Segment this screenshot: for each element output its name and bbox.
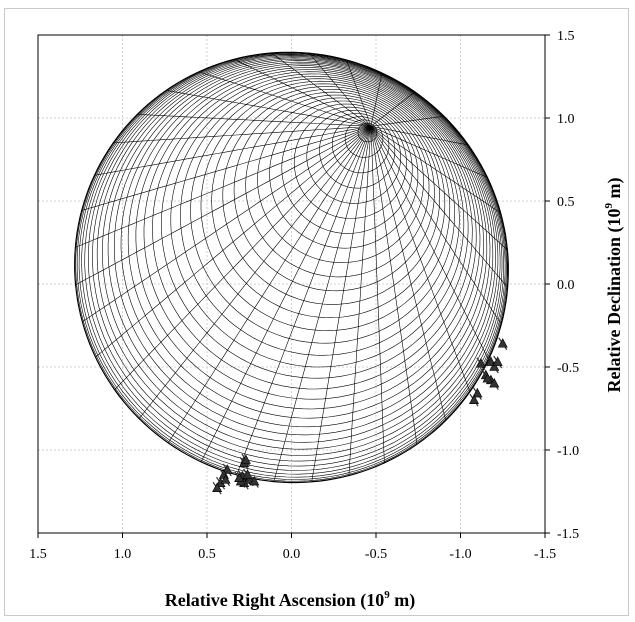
- x-tick-label: 1.5: [29, 547, 47, 562]
- data-point: [472, 387, 483, 398]
- surface-parallel: [281, 103, 413, 234]
- surface-parallel: [180, 78, 460, 356]
- surface-parallel: [200, 83, 451, 332]
- y-axis-title: Relative Declination (109 m): [603, 178, 625, 393]
- surface-parallel: [92, 56, 501, 462]
- x-tick-label: -1.0: [449, 547, 471, 562]
- y-tick-label: -1.0: [557, 444, 579, 459]
- x-tick-label: 0.0: [283, 547, 301, 562]
- data-point: [240, 454, 251, 464]
- y-tick-label: 1.5: [557, 29, 575, 44]
- surface-parallel: [319, 113, 396, 189]
- x-tick-label: -0.5: [365, 547, 387, 562]
- x-tick-label: 1.0: [114, 547, 132, 562]
- data-point: [489, 377, 500, 388]
- surface-parallel: [84, 54, 504, 471]
- y-tick-label: -0.5: [557, 361, 579, 376]
- data-point: [220, 474, 231, 484]
- y-tick-label: 0.0: [557, 278, 575, 293]
- data-point: [212, 482, 223, 492]
- data-point: [469, 394, 480, 405]
- surface-parallel: [102, 58, 496, 450]
- surface-parallel: [170, 75, 465, 368]
- y-tick-label: 0.5: [557, 195, 575, 210]
- surface-parallel: [120, 63, 488, 428]
- ellipsoid-surface: [74, 51, 509, 484]
- surface-parallel: [269, 100, 419, 249]
- surface-parallel: [143, 69, 477, 400]
- x-tick-label: 0.5: [198, 547, 216, 562]
- surface-parallel: [107, 60, 494, 443]
- surface-parallel: [233, 91, 435, 292]
- data-point: [482, 372, 493, 383]
- surface-parallel: [293, 106, 407, 219]
- y-ticks: 1.5 1.0 0.5 0.0 -0.5 -1.0 -1.5: [545, 29, 579, 542]
- surface-parallel: [76, 52, 508, 480]
- data-point: [249, 475, 260, 486]
- surface-parallel: [257, 97, 424, 263]
- data-point: [475, 358, 486, 368]
- surface-parallel: [344, 119, 384, 158]
- surface-parallel: [127, 65, 484, 419]
- surface-parallel: [152, 71, 473, 390]
- surface-parallel: [87, 55, 503, 467]
- surface-parallel: [161, 73, 469, 379]
- surface-parallel: [211, 86, 446, 319]
- surface-parallel: [332, 116, 390, 174]
- x-tick-label: -1.5: [534, 547, 556, 562]
- surface-parallel: [74, 51, 509, 483]
- data-point: [222, 464, 233, 474]
- data-point: [234, 472, 245, 483]
- y-tick-label: -1.5: [557, 527, 579, 542]
- data-point: [497, 338, 508, 348]
- surface-parallel: [357, 122, 378, 143]
- surface-parallel: [245, 94, 430, 278]
- data-points: [212, 337, 508, 495]
- surface-parallel: [81, 53, 506, 475]
- data-point: [492, 356, 503, 366]
- surface-parallel: [190, 80, 455, 344]
- y-tick-label: 1.0: [557, 112, 575, 127]
- surface-parallel: [96, 57, 499, 456]
- surface-parallel: [222, 89, 440, 305]
- surface-parallel: [135, 67, 481, 410]
- surface-parallel: [78, 52, 507, 478]
- x-ticks: 1.5 1.0 0.5 0.0 -0.5 -1.0 -1.5: [29, 533, 556, 562]
- chart-frame: [4, 8, 629, 616]
- data-point: [489, 361, 500, 371]
- surface-parallel: [113, 61, 491, 436]
- x-axis-title: Relative Right Ascension (109 m): [165, 589, 416, 611]
- data-point: [242, 469, 253, 479]
- surface-parallel: [306, 110, 401, 204]
